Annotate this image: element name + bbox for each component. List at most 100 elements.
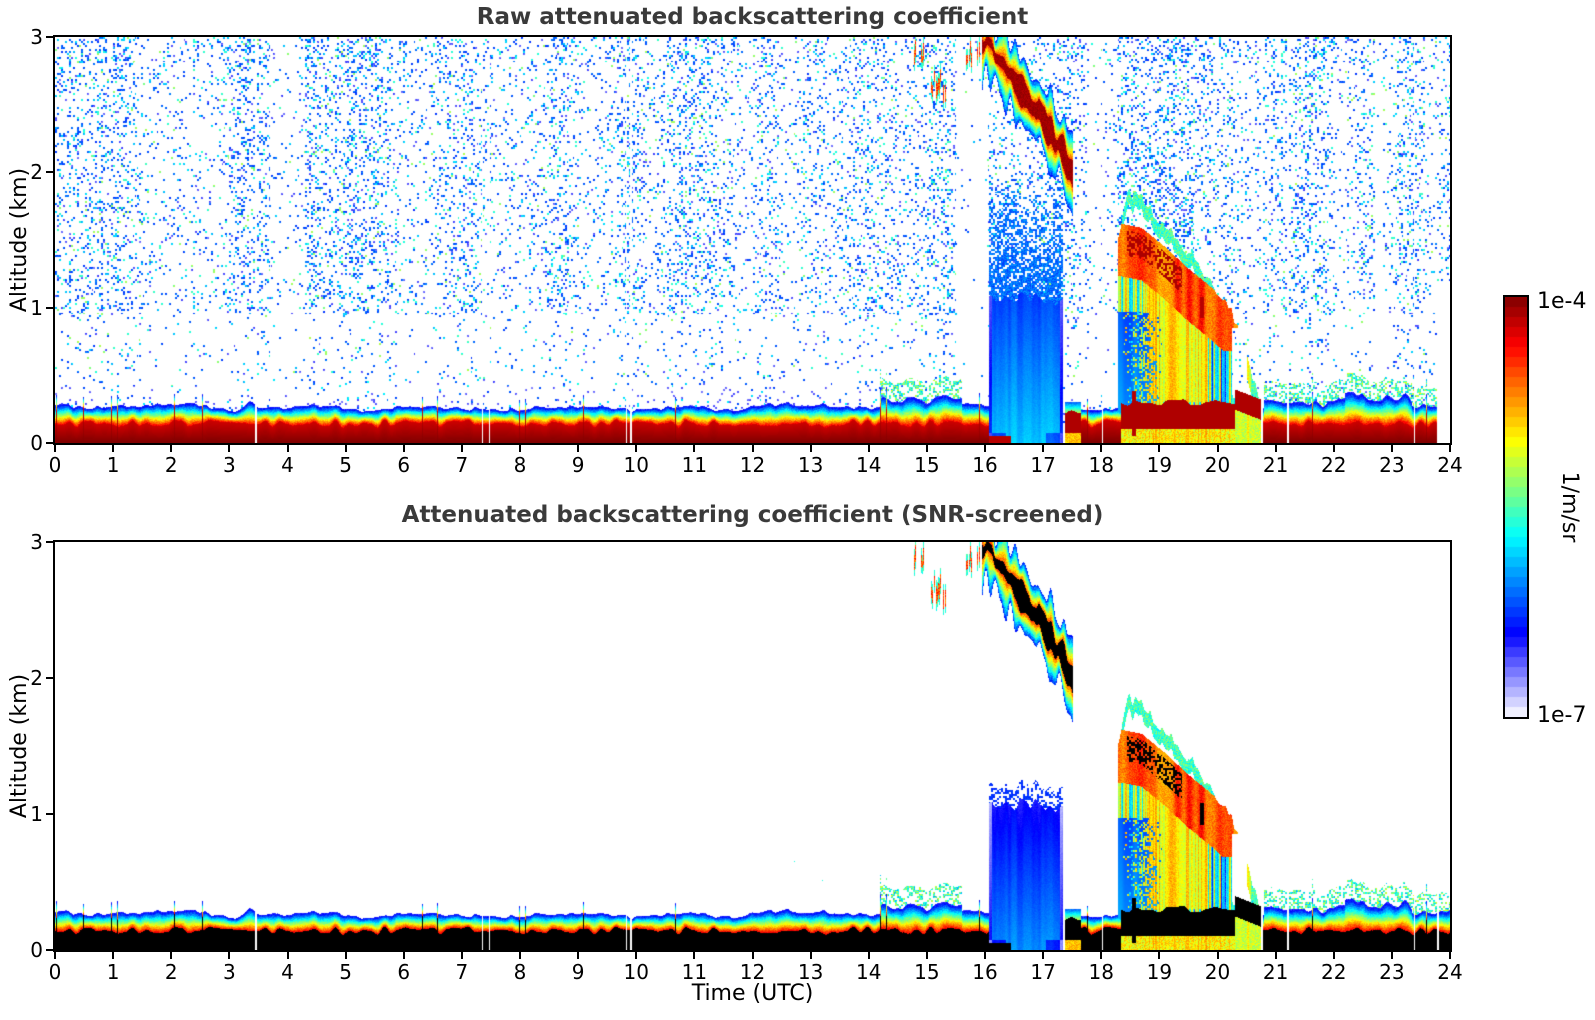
x-tick-mark — [1100, 445, 1103, 452]
x-tick-mark — [809, 952, 812, 959]
x-tick-mark — [751, 952, 754, 959]
x-tick-label: 15 — [914, 960, 940, 984]
x-tick-label: 16 — [972, 960, 998, 984]
x-tick-label: 9 — [571, 453, 585, 477]
x-tick-label: 2 — [164, 960, 178, 984]
colorbar-unit-label: 1/m/sr — [1557, 471, 1582, 543]
x-tick-mark — [693, 445, 696, 452]
x-tick-label: 14 — [856, 960, 882, 984]
x-tick-mark — [1216, 445, 1219, 452]
x-tick-label: 12 — [739, 960, 766, 984]
y-tick-label: 0 — [30, 431, 43, 455]
x-tick-label: 2 — [164, 453, 178, 477]
y-tick-mark — [46, 813, 53, 815]
x-tick-label: 1 — [106, 960, 120, 984]
x-tick-mark — [984, 952, 986, 959]
y-tick-mark — [46, 442, 53, 444]
heatmap-panel-screened — [55, 542, 1450, 950]
x-tick-mark — [1158, 952, 1161, 959]
x-tick-label: 21 — [1262, 960, 1289, 984]
x-tick-label: 5 — [339, 453, 352, 477]
x-tick-mark — [635, 952, 638, 959]
x-tick-mark — [519, 952, 521, 959]
x-tick-label: 18 — [1088, 453, 1114, 477]
x-tick-label: 21 — [1262, 453, 1289, 477]
x-tick-mark — [925, 952, 928, 959]
x-tick-label: 17 — [1030, 960, 1056, 984]
x-tick-label: 12 — [739, 453, 766, 477]
x-tick-label: 11 — [681, 453, 708, 477]
x-tick-mark — [867, 445, 870, 452]
x-tick-label: 13 — [797, 453, 824, 477]
y-tick-mark — [46, 677, 53, 679]
x-tick-label: 10 — [623, 960, 649, 984]
x-tick-mark — [344, 952, 347, 959]
y-tick-label: 3 — [30, 530, 43, 554]
x-tick-mark — [693, 952, 696, 959]
colorbar-frame — [1503, 295, 1529, 719]
x-tick-mark — [112, 445, 115, 452]
x-tick-mark — [286, 952, 289, 959]
x-tick-mark — [751, 445, 754, 452]
x-tick-mark — [1216, 952, 1219, 959]
x-tick-mark — [1100, 952, 1103, 959]
x-tick-mark — [286, 445, 289, 452]
y-tick-label: 1 — [30, 802, 43, 826]
x-tick-mark — [228, 445, 231, 452]
x-tick-mark — [925, 445, 928, 452]
x-tick-mark — [460, 445, 463, 452]
x-tick-label: 11 — [681, 960, 708, 984]
x-tick-label: 22 — [1321, 453, 1347, 477]
x-tick-label: 16 — [972, 453, 998, 477]
x-tick-label: 0 — [48, 960, 62, 984]
x-tick-label: 6 — [397, 960, 411, 984]
x-tick-label: 23 — [1379, 453, 1405, 477]
x-tick-mark — [984, 445, 986, 452]
x-tick-label: 20 — [1204, 453, 1231, 477]
heatmap-screened-canvas — [55, 542, 1450, 950]
x-tick-label: 14 — [856, 453, 882, 477]
y-tick-label: 1 — [30, 295, 43, 320]
x-tick-mark — [1274, 952, 1277, 959]
x-tick-label: 7 — [455, 960, 469, 984]
y-axis-label-raw: Altitude (km) — [7, 167, 32, 313]
x-tick-label: 4 — [281, 960, 294, 984]
y-tick-label: 3 — [30, 25, 43, 49]
x-tick-label: 9 — [571, 960, 585, 984]
x-tick-label: 17 — [1030, 453, 1056, 477]
x-tick-label: 20 — [1204, 960, 1231, 984]
colorbar-canvas — [1505, 297, 1527, 717]
x-axis-label: Time (UTC) — [691, 981, 814, 1006]
x-tick-label: 3 — [223, 960, 236, 984]
y-tick-label: 2 — [30, 160, 43, 185]
x-tick-mark — [577, 445, 580, 452]
heatmap-panel-raw — [55, 37, 1450, 443]
x-tick-label: 23 — [1379, 960, 1405, 984]
y-tick-mark — [46, 36, 53, 38]
x-tick-label: 6 — [397, 453, 411, 477]
x-tick-label: 7 — [455, 453, 469, 477]
x-tick-label: 4 — [281, 453, 294, 477]
x-tick-label: 19 — [1146, 960, 1173, 984]
x-tick-label: 24 — [1437, 960, 1463, 984]
y-tick-label: 2 — [30, 666, 43, 690]
x-tick-mark — [344, 445, 347, 452]
x-tick-mark — [170, 445, 173, 452]
x-tick-mark — [809, 445, 812, 452]
x-tick-label: 18 — [1088, 960, 1114, 984]
x-tick-mark — [1390, 952, 1393, 959]
x-tick-mark — [112, 952, 115, 959]
panel-title-raw: Raw attenuated backscattering coefficien… — [476, 4, 1029, 30]
x-tick-mark — [1332, 952, 1335, 959]
x-tick-mark — [635, 445, 638, 452]
y-tick-label: 0 — [30, 938, 43, 962]
x-tick-mark — [1449, 952, 1451, 959]
x-tick-label: 24 — [1437, 453, 1463, 477]
x-tick-mark — [1042, 952, 1045, 959]
x-tick-mark — [577, 952, 580, 959]
x-tick-mark — [54, 952, 56, 959]
colorbar-max-label: 1e-4 — [1537, 289, 1587, 314]
x-tick-label: 19 — [1146, 453, 1173, 477]
x-tick-mark — [170, 952, 173, 959]
